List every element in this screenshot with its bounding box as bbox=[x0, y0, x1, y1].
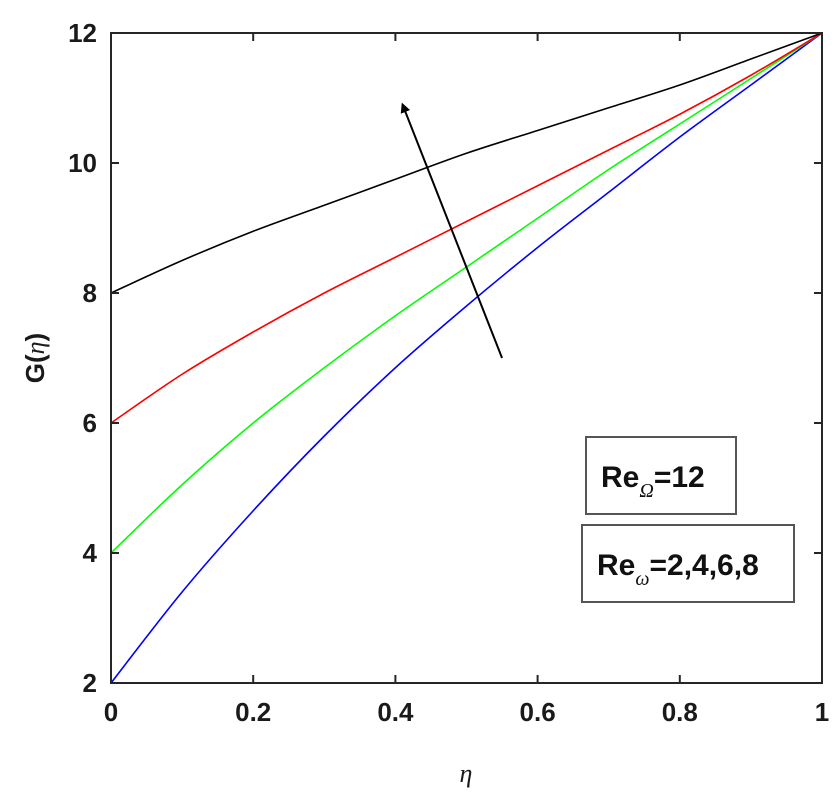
y-tick-label: 8 bbox=[83, 278, 97, 308]
x-tick-label: 0.6 bbox=[520, 697, 556, 727]
x-tick-label: 0.8 bbox=[662, 697, 698, 727]
annotation-box bbox=[585, 436, 737, 515]
svg-text:Reω=2,4,6,8: Reω=2,4,6,8 bbox=[597, 549, 759, 590]
x-tick-label: 1 bbox=[815, 697, 829, 727]
series-line-4 bbox=[110, 32, 823, 294]
series-layer bbox=[110, 32, 823, 684]
x-tick-label: 0.4 bbox=[377, 697, 414, 727]
annotation-re-omega-small: Reω=2,4,6,8 bbox=[581, 524, 795, 603]
y-tick-label: 2 bbox=[83, 668, 97, 698]
y-axis-label: G(η) bbox=[20, 333, 50, 383]
y-tick-label: 6 bbox=[83, 408, 97, 438]
annotation-box bbox=[581, 524, 795, 603]
x-tick-label: 0 bbox=[104, 697, 118, 727]
series-line-3 bbox=[110, 32, 823, 424]
annotation-re-omega-capital: ReΩ=12 bbox=[585, 436, 737, 515]
series-line-1 bbox=[110, 32, 823, 684]
y-tick-label: 4 bbox=[83, 538, 98, 568]
plot-frame bbox=[110, 32, 823, 684]
y-tick-label: 12 bbox=[68, 18, 97, 48]
trend-arrow bbox=[400, 102, 503, 359]
x-tick-label: 0.2 bbox=[235, 697, 271, 727]
y-tick-label: 10 bbox=[68, 148, 97, 178]
svg-text:ReΩ=12: ReΩ=12 bbox=[601, 461, 705, 502]
x-axis-label: η bbox=[460, 759, 473, 788]
